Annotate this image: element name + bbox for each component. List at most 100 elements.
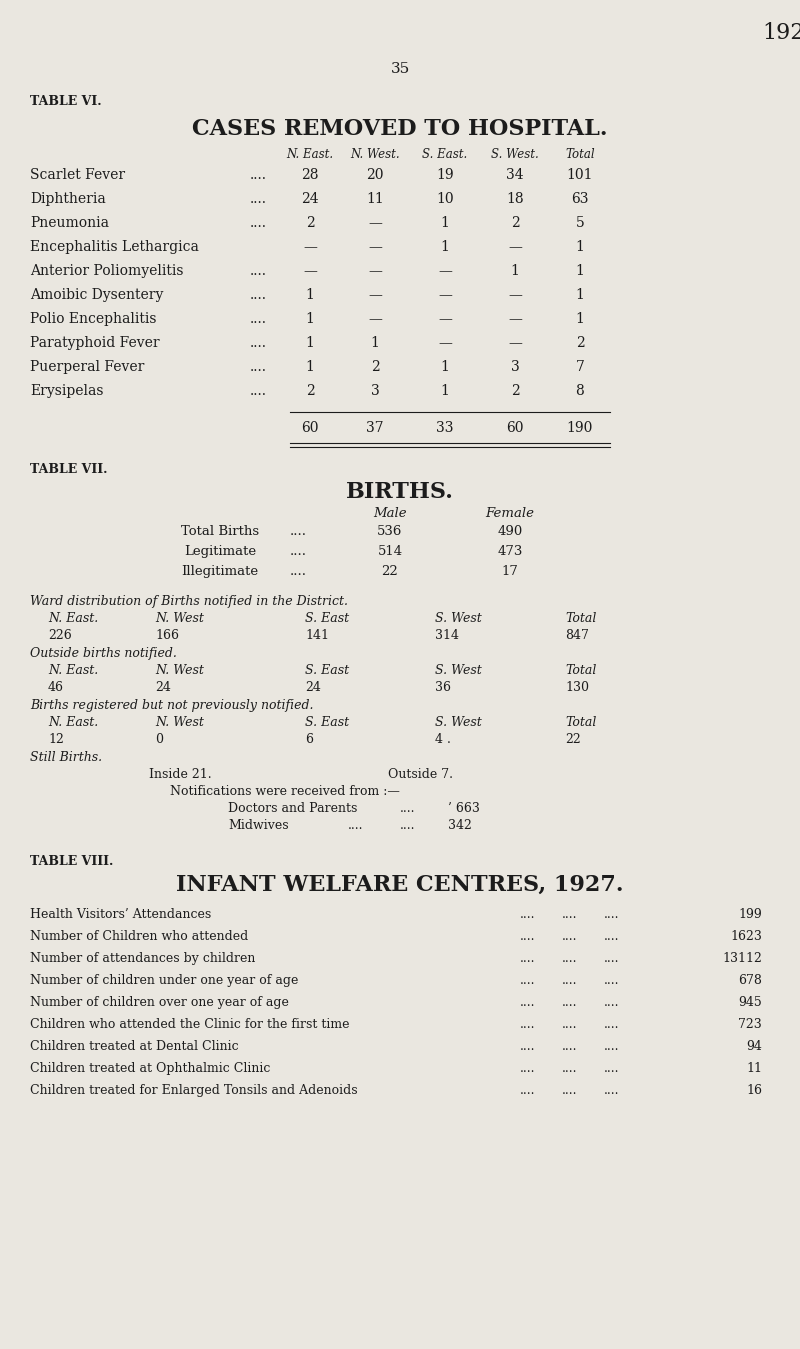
Text: Doctors and Parents: Doctors and Parents	[228, 803, 358, 815]
Text: 723: 723	[738, 1018, 762, 1031]
Text: S. East.: S. East.	[422, 148, 468, 161]
Text: 8: 8	[576, 384, 584, 398]
Text: ....: ....	[520, 996, 535, 1009]
Text: 24: 24	[301, 192, 319, 206]
Text: —: —	[303, 240, 317, 254]
Text: ....: ....	[562, 1018, 578, 1031]
Text: Total: Total	[565, 664, 596, 677]
Text: ....: ....	[290, 545, 307, 558]
Text: Total Births: Total Births	[181, 525, 259, 538]
Text: ....: ....	[604, 974, 619, 987]
Text: 226: 226	[48, 629, 72, 642]
Text: 847: 847	[565, 629, 589, 642]
Text: —: —	[508, 240, 522, 254]
Text: 33: 33	[436, 421, 454, 434]
Text: 1: 1	[575, 312, 585, 326]
Text: ....: ....	[400, 819, 415, 832]
Text: 24: 24	[305, 681, 321, 693]
Text: 22: 22	[565, 733, 581, 746]
Text: Outside births notified.: Outside births notified.	[30, 648, 177, 660]
Text: ....: ....	[250, 192, 267, 206]
Text: 473: 473	[498, 545, 522, 558]
Text: INFANT WELFARE CENTRES, 1927.: INFANT WELFARE CENTRES, 1927.	[176, 874, 624, 896]
Text: 24: 24	[155, 681, 171, 693]
Text: ....: ....	[290, 565, 307, 577]
Text: ....: ....	[520, 1018, 535, 1031]
Text: 2: 2	[306, 384, 314, 398]
Text: 20: 20	[366, 169, 384, 182]
Text: 35: 35	[390, 62, 410, 76]
Text: ....: ....	[604, 1040, 619, 1054]
Text: 190: 190	[567, 421, 593, 434]
Text: 34: 34	[506, 169, 524, 182]
Text: Inside 21.: Inside 21.	[149, 768, 211, 781]
Text: Total: Total	[565, 148, 595, 161]
Text: Female: Female	[486, 507, 534, 519]
Text: ....: ....	[604, 996, 619, 1009]
Text: Number of children over one year of age: Number of children over one year of age	[30, 996, 289, 1009]
Text: N. West: N. West	[155, 664, 204, 677]
Text: —: —	[368, 287, 382, 302]
Text: ....: ....	[520, 908, 535, 921]
Text: N. West: N. West	[155, 716, 204, 728]
Text: Health Visitors’ Attendances: Health Visitors’ Attendances	[30, 908, 211, 921]
Text: ....: ....	[562, 1085, 578, 1097]
Text: 1: 1	[441, 216, 450, 229]
Text: 130: 130	[565, 681, 589, 693]
Text: ....: ....	[250, 312, 267, 326]
Text: Midwives: Midwives	[228, 819, 289, 832]
Text: 678: 678	[738, 974, 762, 987]
Text: ....: ....	[562, 974, 578, 987]
Text: ....: ....	[250, 216, 267, 229]
Text: Total: Total	[565, 612, 596, 625]
Text: Polio Encephalitis: Polio Encephalitis	[30, 312, 157, 326]
Text: 514: 514	[378, 545, 402, 558]
Text: ....: ....	[562, 996, 578, 1009]
Text: ....: ....	[562, 908, 578, 921]
Text: 37: 37	[366, 421, 384, 434]
Text: Anterior Poliomyelitis: Anterior Poliomyelitis	[30, 264, 183, 278]
Text: 1: 1	[441, 360, 450, 374]
Text: Number of children under one year of age: Number of children under one year of age	[30, 974, 298, 987]
Text: Children treated at Dental Clinic: Children treated at Dental Clinic	[30, 1040, 238, 1054]
Text: 945: 945	[738, 996, 762, 1009]
Text: 101: 101	[566, 169, 594, 182]
Text: ’ 663: ’ 663	[448, 803, 480, 815]
Text: 536: 536	[378, 525, 402, 538]
Text: 166: 166	[155, 629, 179, 642]
Text: —: —	[368, 264, 382, 278]
Text: S. West: S. West	[435, 716, 482, 728]
Text: S. West.: S. West.	[491, 148, 539, 161]
Text: 1: 1	[306, 312, 314, 326]
Text: Encephalitis Lethargica: Encephalitis Lethargica	[30, 240, 199, 254]
Text: ....: ....	[520, 1062, 535, 1075]
Text: ....: ....	[520, 952, 535, 965]
Text: S. East: S. East	[305, 716, 349, 728]
Text: ....: ....	[604, 1018, 619, 1031]
Text: Outside 7.: Outside 7.	[387, 768, 453, 781]
Text: ....: ....	[250, 384, 267, 398]
Text: 22: 22	[382, 565, 398, 577]
Text: ....: ....	[562, 1062, 578, 1075]
Text: Notifications were received from :—: Notifications were received from :—	[170, 785, 400, 799]
Text: N. East.: N. East.	[48, 664, 98, 677]
Text: Number of Children who attended: Number of Children who attended	[30, 929, 248, 943]
Text: ....: ....	[250, 336, 267, 349]
Text: ....: ....	[250, 360, 267, 374]
Text: ....: ....	[562, 1040, 578, 1054]
Text: 1927: 1927	[762, 22, 800, 45]
Text: —: —	[303, 264, 317, 278]
Text: 36: 36	[435, 681, 451, 693]
Text: 19: 19	[436, 169, 454, 182]
Text: ....: ....	[520, 1040, 535, 1054]
Text: 342: 342	[448, 819, 472, 832]
Text: Paratyphoid Fever: Paratyphoid Fever	[30, 336, 160, 349]
Text: ....: ....	[250, 287, 267, 302]
Text: Pneumonia: Pneumonia	[30, 216, 109, 229]
Text: N. East.: N. East.	[48, 612, 98, 625]
Text: 1: 1	[510, 264, 519, 278]
Text: 1: 1	[575, 240, 585, 254]
Text: ....: ....	[604, 952, 619, 965]
Text: 11: 11	[366, 192, 384, 206]
Text: 199: 199	[738, 908, 762, 921]
